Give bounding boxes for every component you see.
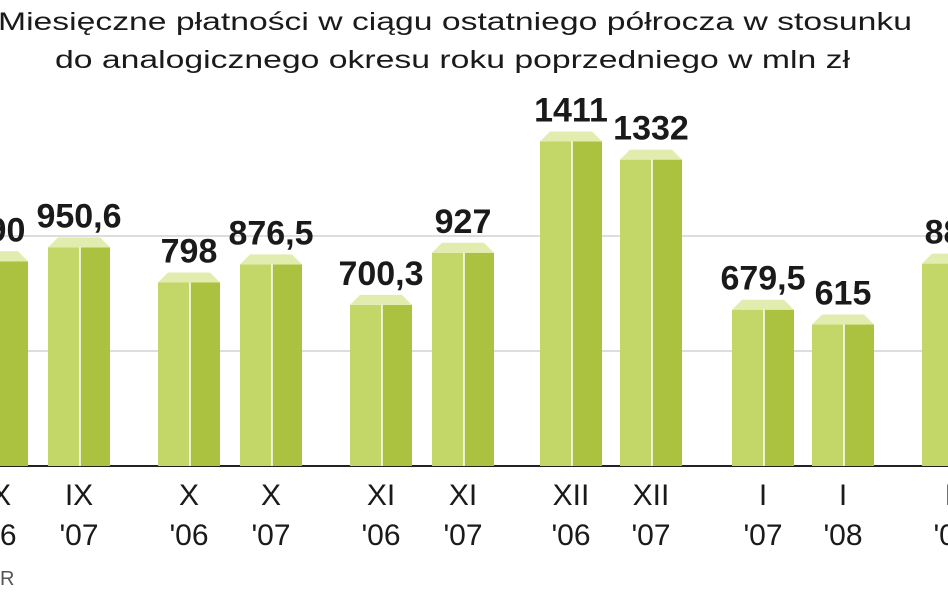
source: R	[0, 568, 14, 590]
x-tick-label: XII	[553, 479, 590, 512]
x-tick-label: X	[179, 479, 199, 512]
value-label: 679,5	[720, 260, 805, 298]
bar-side	[464, 252, 494, 466]
chart-title: Miesięczne płatności w ciągu ostatniego …	[0, 8, 912, 36]
bar-top	[240, 254, 302, 265]
bar-top	[158, 272, 220, 283]
value-label: 1411	[534, 91, 608, 129]
bar	[540, 141, 572, 466]
x-tick-label: '07	[933, 519, 948, 552]
bar-side	[190, 282, 220, 466]
bar-top	[922, 253, 948, 264]
bar-top	[732, 299, 794, 310]
bar	[48, 247, 80, 466]
x-tick-label: '08	[823, 519, 862, 552]
x-tick-label: '07	[443, 519, 482, 552]
x-tick-label: XI	[449, 479, 477, 512]
bar	[620, 159, 652, 466]
bar	[922, 263, 948, 466]
bar-top	[620, 149, 682, 160]
bar-top	[540, 131, 602, 142]
bar-top	[350, 294, 412, 305]
chart-title: do analogicznego okresu roku poprzednieg…	[55, 46, 851, 74]
bar-side	[572, 141, 602, 466]
value-label: 927	[435, 203, 492, 241]
x-tick-label: XII	[633, 479, 670, 512]
bar-side	[652, 159, 682, 466]
x-tick-label: '07	[743, 519, 782, 552]
bar-side	[764, 309, 794, 466]
bar	[812, 324, 844, 466]
x-tick-label: '06	[169, 519, 208, 552]
bar-top	[0, 251, 28, 262]
x-tick-label: I	[839, 479, 847, 512]
x-tick-label: '07	[251, 519, 290, 552]
x-tick-label: '06	[0, 519, 17, 552]
bar-top	[48, 237, 110, 248]
value-label: 876,5	[228, 214, 313, 252]
x-tick-label: II	[945, 479, 948, 512]
bar-side	[844, 324, 874, 466]
bar-side	[272, 264, 302, 466]
bar	[350, 304, 382, 466]
bar	[158, 282, 190, 466]
x-tick-label: '07	[631, 519, 670, 552]
value-label: 700,3	[338, 255, 423, 293]
x-tick-label: X	[261, 479, 281, 512]
bar-side	[0, 261, 28, 466]
bar-side	[382, 304, 412, 466]
value-label: 798	[161, 232, 218, 270]
x-tick-label: '06	[361, 519, 400, 552]
bar-side	[80, 247, 110, 466]
x-tick-label: '06	[551, 519, 590, 552]
value-label: 950,6	[36, 197, 121, 235]
value-label: 1332	[613, 110, 689, 148]
value-label: 880	[925, 214, 948, 252]
x-tick-label: XI	[367, 479, 395, 512]
value-label: 615	[815, 275, 872, 313]
x-tick-label: IX	[0, 479, 11, 512]
x-tick-label: IX	[65, 479, 93, 512]
value-label: 890	[0, 211, 25, 249]
bar-top	[432, 242, 494, 253]
bar	[240, 264, 272, 466]
bar	[432, 252, 464, 466]
x-tick-label: '07	[59, 519, 98, 552]
x-tick-label: I	[759, 479, 767, 512]
bar	[732, 309, 764, 466]
bar-top	[812, 314, 874, 325]
